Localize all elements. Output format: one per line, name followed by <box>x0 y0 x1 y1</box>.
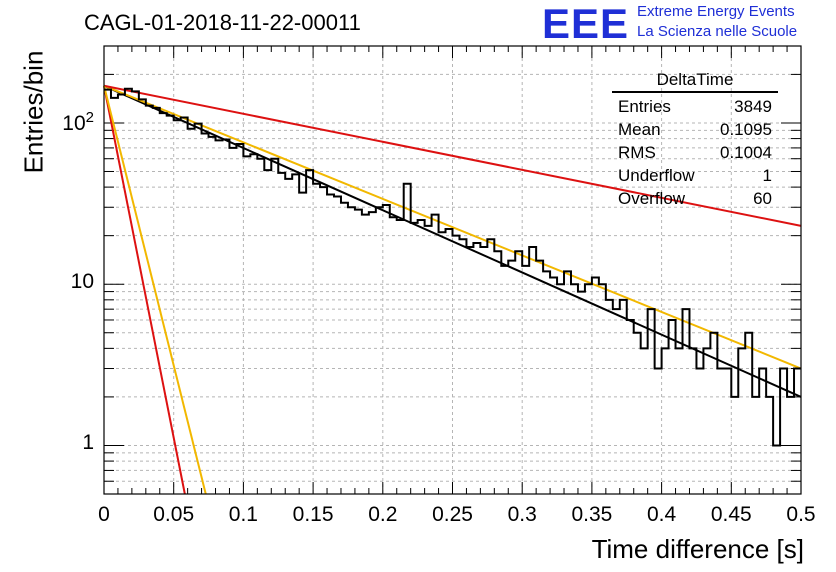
x-tick-label: 0.45 <box>710 503 752 526</box>
stats-label: RMS <box>618 143 656 162</box>
x-tick-label: 0.25 <box>432 503 473 526</box>
stats-value: 60 <box>753 189 772 208</box>
x-tick-label: 0 <box>98 503 110 526</box>
fit-curve-0 <box>103 84 802 398</box>
fit-curve-4 <box>103 85 207 495</box>
x-tick-label: 0.15 <box>292 503 334 526</box>
y-tick-label: 1 <box>82 431 94 455</box>
stats-value: 0.1095 <box>720 120 772 139</box>
x-tick-label: 0.3 <box>507 503 537 526</box>
grid-lines <box>104 45 801 495</box>
fit-curve-2 <box>103 84 802 227</box>
plot-frame <box>103 45 802 495</box>
x-tick-label: 0.4 <box>646 503 677 526</box>
x-tick-label: 0.1 <box>228 503 258 526</box>
y-tick-label: 102 <box>62 108 94 135</box>
x-axis-label: Time difference [s] <box>591 534 804 564</box>
x-tick-label: 0.35 <box>571 503 613 526</box>
fit-curve-3 <box>103 85 186 495</box>
stats-row: Mean 0.1095 <box>612 118 778 141</box>
run-title: CAGL-01-2018-11-22-00011 <box>84 10 361 35</box>
logo-line-2: La Scienza nelle Scuole <box>637 23 798 40</box>
stats-label: Entries <box>618 97 671 116</box>
fit-curve-1 <box>103 84 802 370</box>
stats-box: DeltaTime Entries 3849 Mean 0.1095 RMS 0.1004… <box>612 70 778 210</box>
logo-line-1: Extreme Energy Events <box>637 3 795 20</box>
stats-label: Mean <box>618 120 661 139</box>
stats-row: Underflow 1 <box>612 164 778 187</box>
histogram-outline <box>104 87 801 447</box>
eee-logo: EEE <box>542 0 630 47</box>
y-tick-label: 10 <box>70 270 94 294</box>
x-tick-label: 0.2 <box>368 503 398 526</box>
stats-value: 1 <box>762 166 772 185</box>
stats-row: RMS 0.1004 <box>612 141 778 164</box>
fit-curves <box>103 84 802 495</box>
x-tick-label: 0.5 <box>786 503 816 526</box>
stats-title: DeltaTime <box>612 70 778 93</box>
axis-ticks <box>103 45 802 495</box>
stats-label: Overflow <box>618 189 686 208</box>
stats-value: 3849 <box>734 97 772 116</box>
stats-row: Entries 3849 <box>612 95 778 118</box>
stats-value: 0.1004 <box>720 143 772 162</box>
stats-row: Overflow 60 <box>612 187 778 210</box>
x-tick-label: 0.05 <box>153 503 195 526</box>
stats-label: Underflow <box>618 166 695 185</box>
